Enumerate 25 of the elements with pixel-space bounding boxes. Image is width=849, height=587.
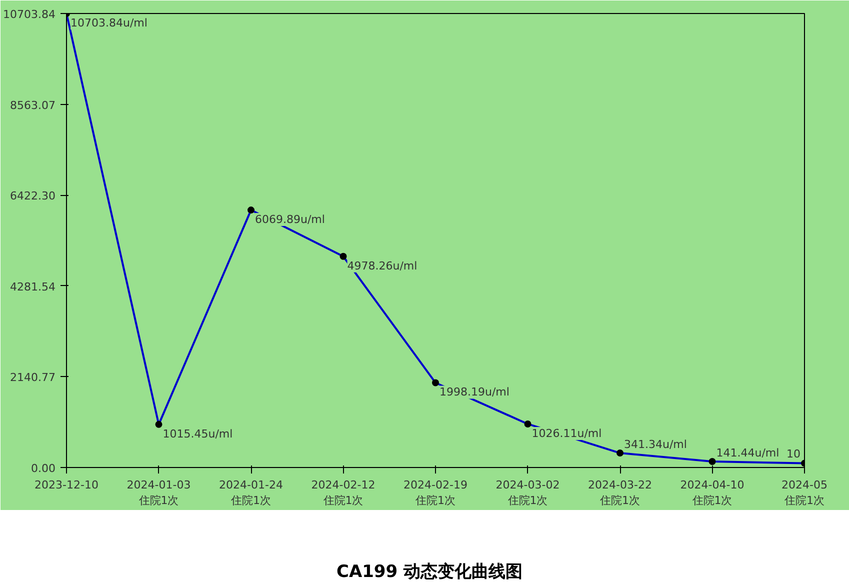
text: 1998.19u/ml (440, 386, 510, 399)
text: 1026.11u/ml (532, 426, 602, 440)
text: 141.44u/ml (716, 446, 780, 460)
x-tick-label: 2024-05 住院1次 (782, 478, 828, 508)
text: 10703.84u/ml (70, 16, 148, 30)
x-tick-label: 2024-02-19 住院1次 (404, 478, 468, 508)
x-tick-label: 2024-02-12 住院1次 (311, 478, 376, 508)
text: 6069.89u/ml (255, 213, 325, 226)
text: 341.34u/ml (624, 438, 687, 452)
x-tick-label: 2024-03-22 住院1次 (588, 478, 652, 508)
y-tick-label: 6422.30 (10, 190, 56, 203)
y-tick-label: 8563.07 (10, 98, 56, 112)
x-tick-label: 2024-01-24 住院1次 (219, 478, 283, 508)
text: 4978.26u/ml (347, 259, 418, 272)
text: CA199 动态变化曲线图 (336, 561, 523, 584)
y-tick-label: 2140.77 (10, 371, 56, 384)
x-tick-label: 2024-03-02 住院1次 (496, 478, 560, 508)
x-tick-label: 2024-01-03 住院1次 (126, 478, 191, 508)
x-tick-label: 2023-12-10 (34, 478, 98, 492)
y-tick-label: 4281.54 (10, 280, 56, 294)
x-tick-label: 2024-04-10 住院1次 (680, 478, 744, 508)
y-tick-label: 0.00 (31, 462, 56, 475)
y-tick-label: 10703.84 (3, 8, 56, 21)
text: 1015.45u/ml (162, 427, 233, 440)
text: 10 (786, 447, 801, 460)
